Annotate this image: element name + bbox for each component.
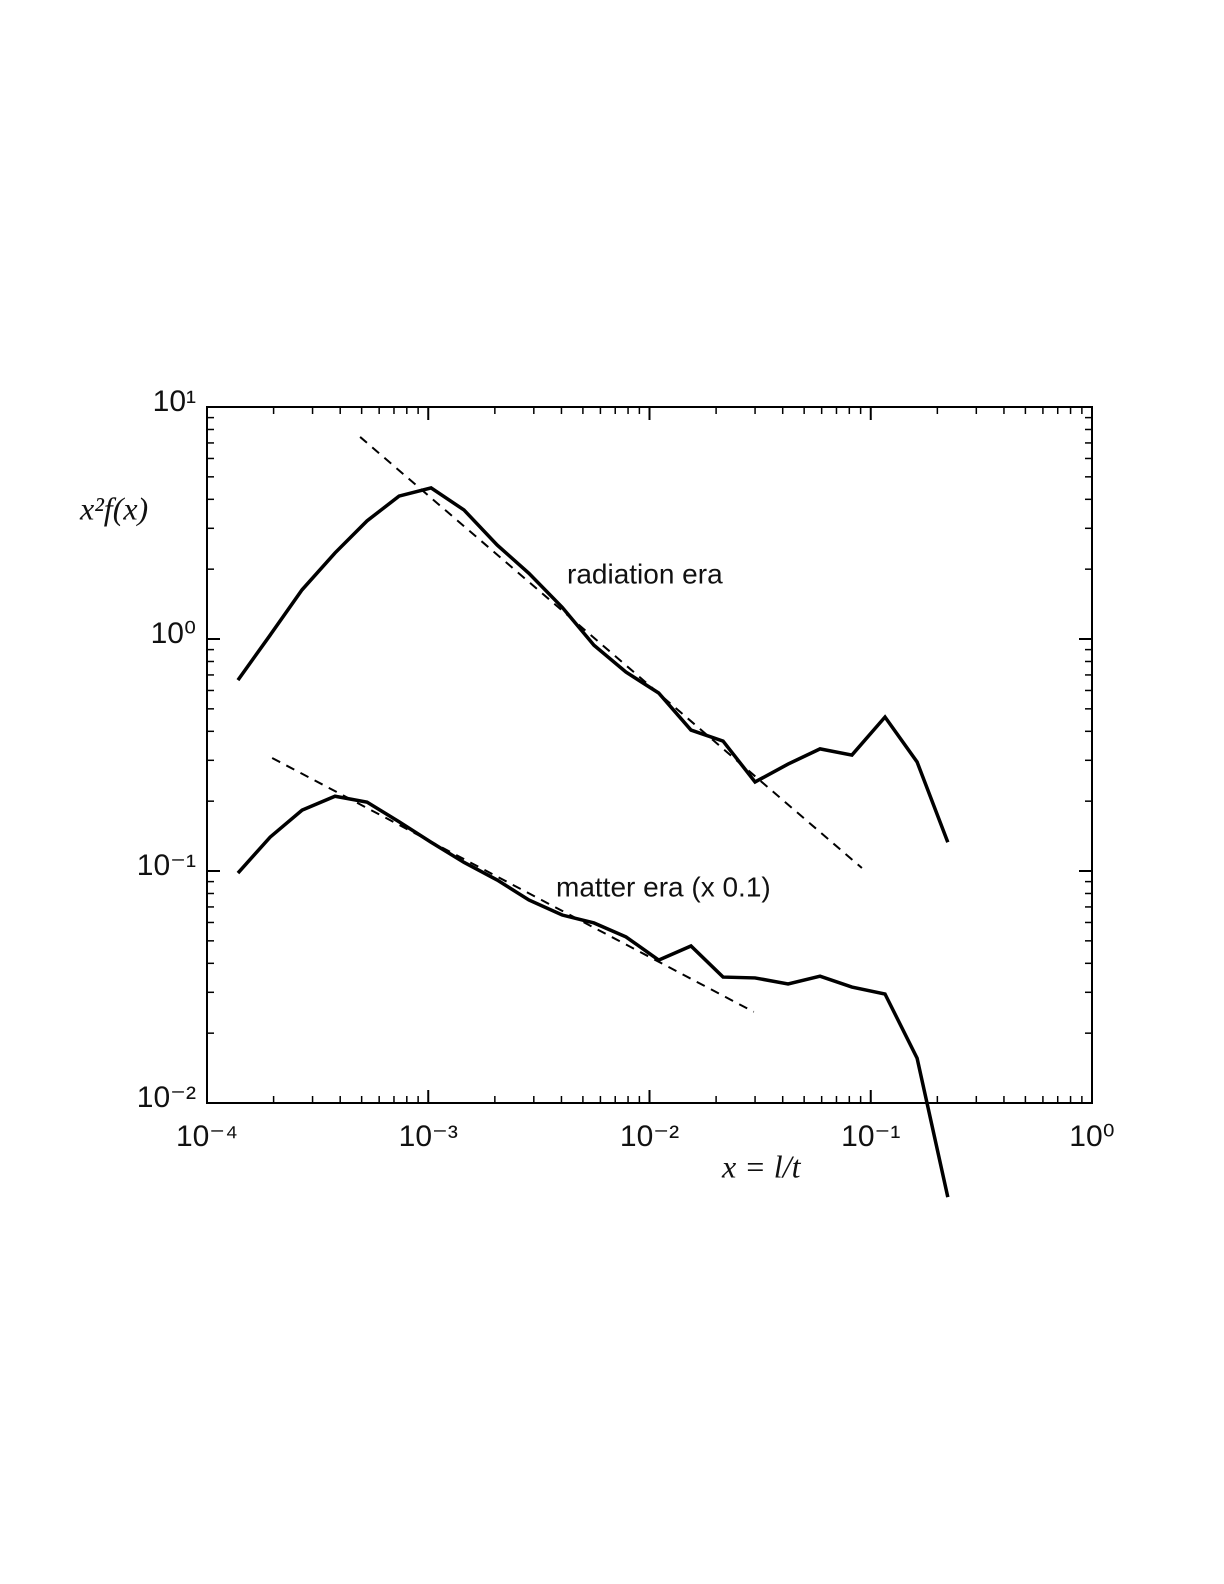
y-tick-label: 10⁻² — [137, 1081, 196, 1114]
plot-frame — [206, 406, 1093, 1104]
annotation: matter era (x 0.1) — [556, 871, 771, 902]
x-tick-label: 10⁻⁴ — [176, 1120, 238, 1153]
data-line — [236, 486, 950, 843]
fit-line — [359, 436, 863, 869]
x-tick-label: 10⁻² — [620, 1120, 679, 1153]
y-axis-label: x²f(x) — [79, 490, 148, 526]
x-axis-label: x = l/t — [721, 1148, 802, 1184]
x-tick-label: 10⁻³ — [399, 1120, 458, 1153]
y-tick-label: 10⁰ — [151, 617, 196, 650]
data-line — [236, 794, 950, 1198]
y-tick-label: 10¹ — [153, 385, 196, 418]
annotation: radiation era — [567, 558, 723, 589]
x-tick-label: 10⁻¹ — [841, 1120, 900, 1153]
y-tick-label: 10⁻¹ — [137, 849, 196, 882]
fit-line — [271, 757, 755, 1013]
x-tick-label: 10⁰ — [1069, 1120, 1114, 1153]
